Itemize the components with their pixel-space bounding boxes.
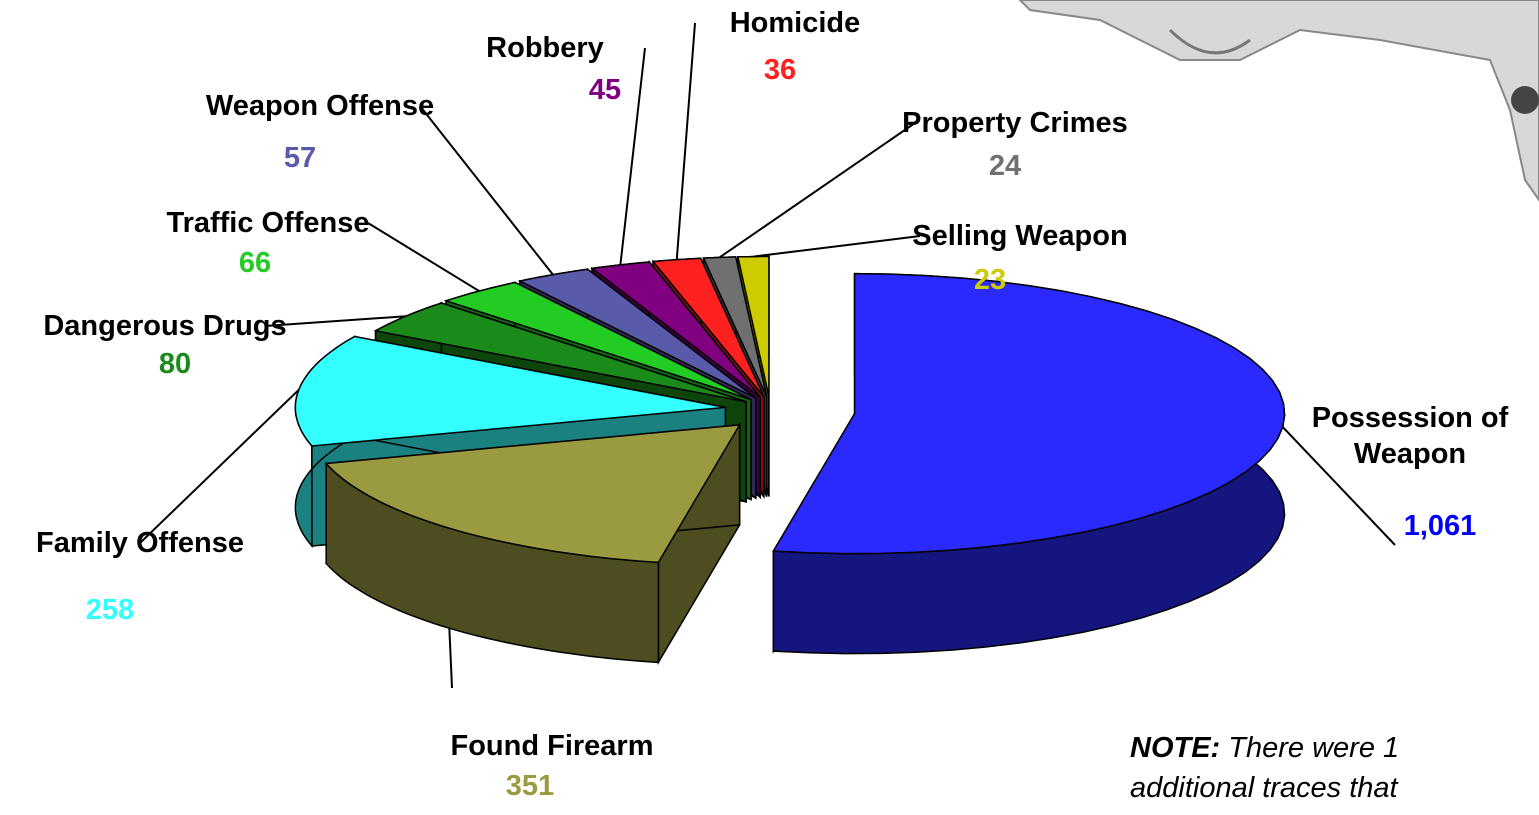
value-label: 57 bbox=[284, 140, 316, 176]
value-label: 66 bbox=[239, 245, 271, 281]
slice-label: Robbery bbox=[445, 30, 645, 66]
slice-label: Family Offense bbox=[0, 525, 290, 561]
value-label: 45 bbox=[589, 72, 621, 108]
slice-label: Found Firearm bbox=[402, 728, 702, 764]
value-label: 24 bbox=[989, 148, 1021, 184]
slice-label: Traffic Offense bbox=[118, 205, 418, 241]
value-label: 36 bbox=[764, 52, 796, 88]
leader-line bbox=[677, 23, 695, 260]
leader-line bbox=[140, 390, 299, 543]
slice-label: Possession of Weapon bbox=[1285, 400, 1535, 472]
slice-label: Selling Weapon bbox=[855, 218, 1185, 254]
slice-label: Weapon Offense bbox=[155, 88, 485, 124]
pie bbox=[295, 257, 1284, 663]
note-text: additional traces that bbox=[1130, 772, 1398, 804]
note: NOTE: There were 1 additional traces that bbox=[1130, 728, 1399, 808]
leader-line bbox=[449, 628, 452, 688]
value-label: 80 bbox=[159, 346, 191, 382]
value-label: 1,061 bbox=[1404, 508, 1477, 544]
slice-label: Property Crimes bbox=[850, 105, 1180, 141]
note-label: NOTE: bbox=[1130, 732, 1220, 764]
note-text: There were 1 bbox=[1228, 732, 1399, 764]
page: NOTE: There were 1 additional traces that… bbox=[0, 0, 1539, 815]
leader-line bbox=[420, 106, 553, 275]
gun-illustration bbox=[1020, 0, 1539, 200]
value-label: 351 bbox=[506, 768, 554, 804]
leader-line bbox=[620, 48, 645, 265]
value-label: 23 bbox=[974, 262, 1006, 298]
value-label: 258 bbox=[86, 592, 134, 628]
slice-label: Dangerous Drugs bbox=[0, 308, 330, 344]
slice-label: Homicide bbox=[695, 5, 895, 41]
